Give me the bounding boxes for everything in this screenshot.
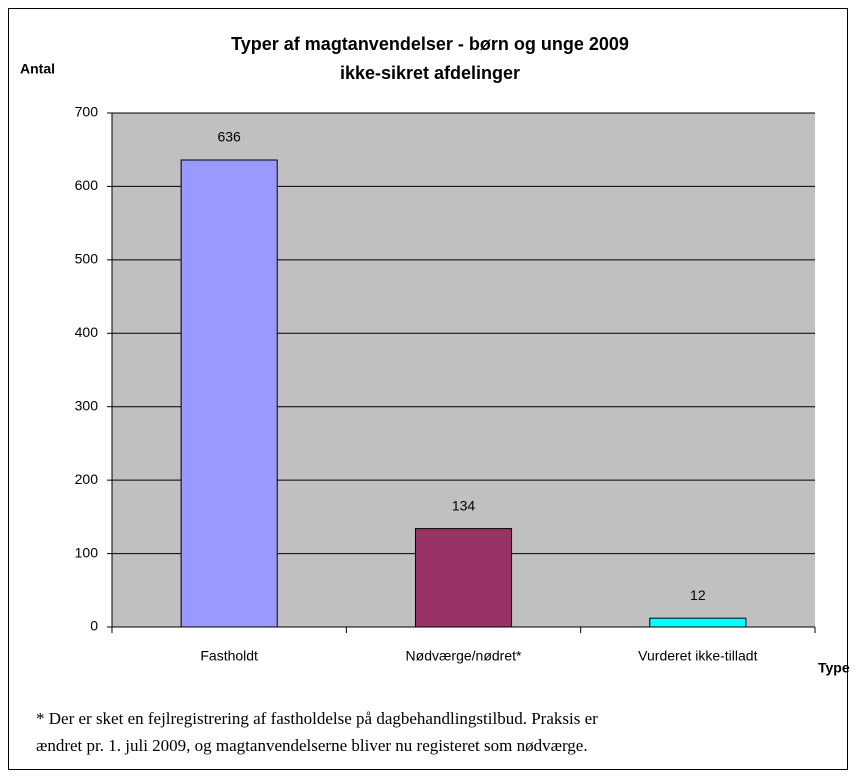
y-axis-label: Antal bbox=[20, 61, 55, 77]
y-tick-label: 300 bbox=[75, 397, 99, 413]
data-label: 12 bbox=[690, 587, 706, 603]
bar bbox=[649, 617, 747, 628]
x-axis-label: Type bbox=[818, 660, 850, 676]
data-label: 134 bbox=[452, 497, 476, 513]
data-label: 636 bbox=[217, 129, 241, 145]
bar bbox=[180, 159, 278, 628]
y-tick-label: 400 bbox=[75, 324, 99, 340]
x-tick-label: Fastholdt bbox=[200, 648, 258, 664]
x-tick-label: Vurderet ikke-tilladt bbox=[638, 648, 757, 664]
y-tick-label: 700 bbox=[75, 104, 99, 120]
y-tick-label: 0 bbox=[90, 618, 98, 634]
x-tick-label: Nødværge/nødret* bbox=[406, 648, 522, 664]
y-tick-label: 100 bbox=[75, 544, 99, 560]
y-tick-label: 200 bbox=[75, 471, 99, 487]
bar bbox=[414, 528, 513, 628]
chart-title: ikke-sikret afdelinger bbox=[340, 63, 520, 83]
chart-title: Typer af magtanvendelser - børn og unge … bbox=[231, 34, 629, 54]
footnote: ændret pr. 1. juli 2009, og magtanvendel… bbox=[36, 736, 588, 755]
y-tick-label: 600 bbox=[75, 177, 99, 193]
y-tick-label: 500 bbox=[75, 251, 99, 267]
footnote: * Der er sket en fejlregistrering af fas… bbox=[36, 709, 598, 728]
